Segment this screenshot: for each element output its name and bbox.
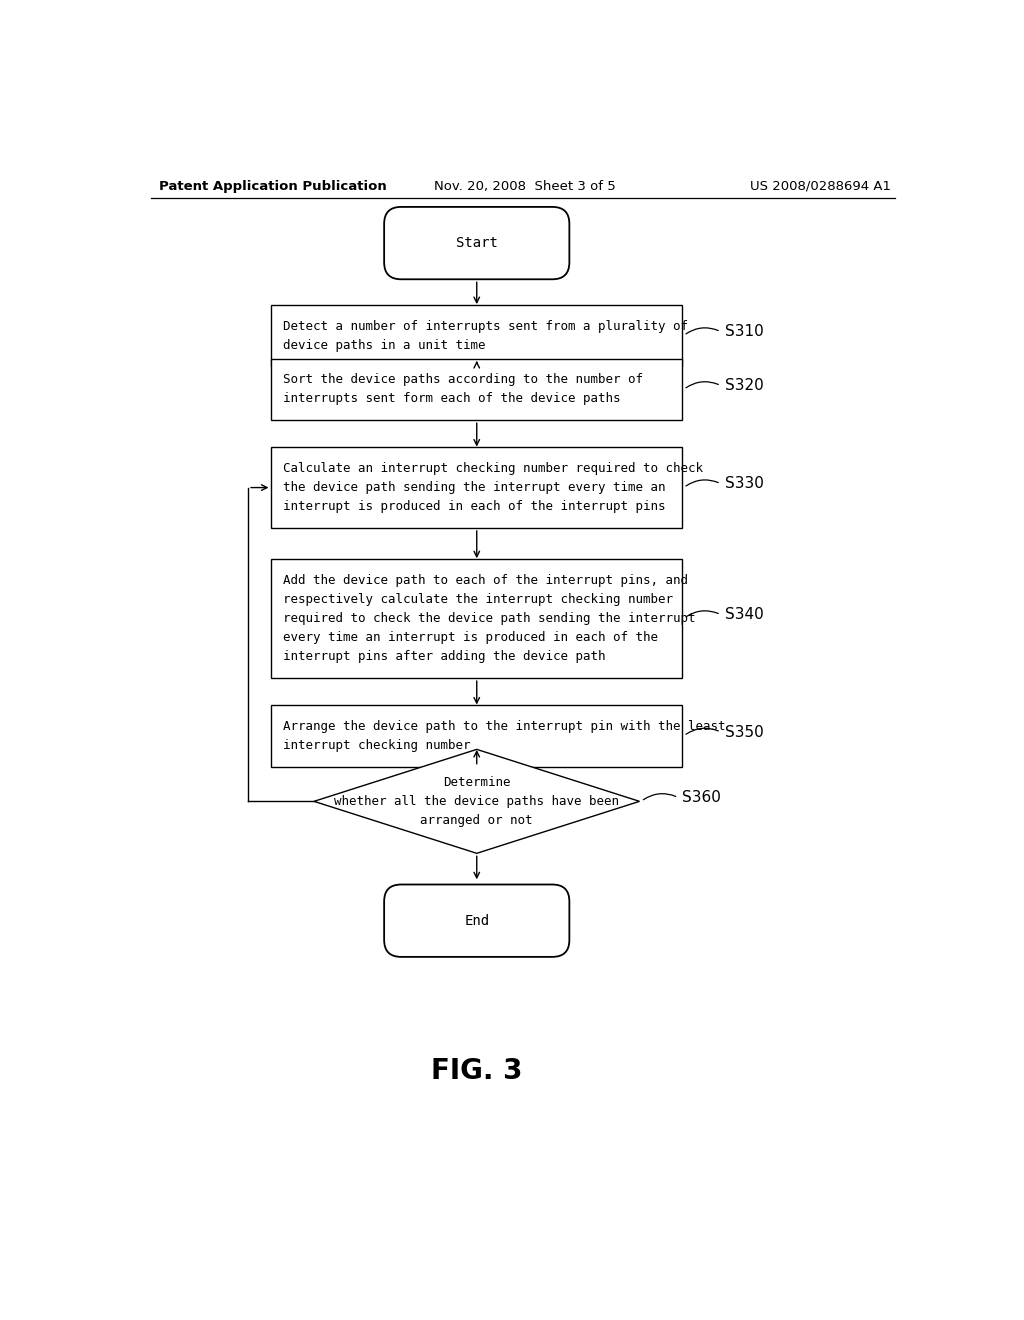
Bar bbox=[271, 447, 682, 528]
Text: FIG. 3: FIG. 3 bbox=[431, 1057, 522, 1085]
Text: Add the device path to each of the interrupt pins, and
respectively calculate th: Add the device path to each of the inter… bbox=[283, 574, 695, 663]
Bar bbox=[271, 305, 682, 367]
FancyBboxPatch shape bbox=[384, 207, 569, 280]
Bar bbox=[271, 359, 682, 420]
Text: Calculate an interrupt checking number required to check
the device path sending: Calculate an interrupt checking number r… bbox=[283, 462, 703, 513]
Text: Patent Application Publication: Patent Application Publication bbox=[159, 180, 387, 193]
Text: S310: S310 bbox=[725, 325, 764, 339]
Text: Arrange the device path to the interrupt pin with the least
interrupt checking n: Arrange the device path to the interrupt… bbox=[283, 719, 725, 752]
Text: Nov. 20, 2008  Sheet 3 of 5: Nov. 20, 2008 Sheet 3 of 5 bbox=[434, 180, 615, 193]
Text: S330: S330 bbox=[725, 477, 764, 491]
Text: Sort the device paths according to the number of
interrupts sent form each of th: Sort the device paths according to the n… bbox=[283, 374, 643, 405]
Bar bbox=[271, 705, 682, 767]
Text: US 2008/0288694 A1: US 2008/0288694 A1 bbox=[751, 180, 891, 193]
Text: S340: S340 bbox=[725, 607, 764, 622]
Text: S360: S360 bbox=[682, 789, 721, 805]
Text: S350: S350 bbox=[725, 725, 764, 739]
Text: Start: Start bbox=[456, 236, 498, 249]
Bar bbox=[271, 558, 682, 678]
Text: Detect a number of interrupts sent from a plurality of
device paths in a unit ti: Detect a number of interrupts sent from … bbox=[283, 319, 688, 351]
Text: Determine
whether all the device paths have been
arranged or not: Determine whether all the device paths h… bbox=[334, 776, 620, 826]
Polygon shape bbox=[314, 750, 640, 853]
FancyBboxPatch shape bbox=[384, 884, 569, 957]
Text: S320: S320 bbox=[725, 378, 764, 393]
Text: End: End bbox=[464, 913, 489, 928]
